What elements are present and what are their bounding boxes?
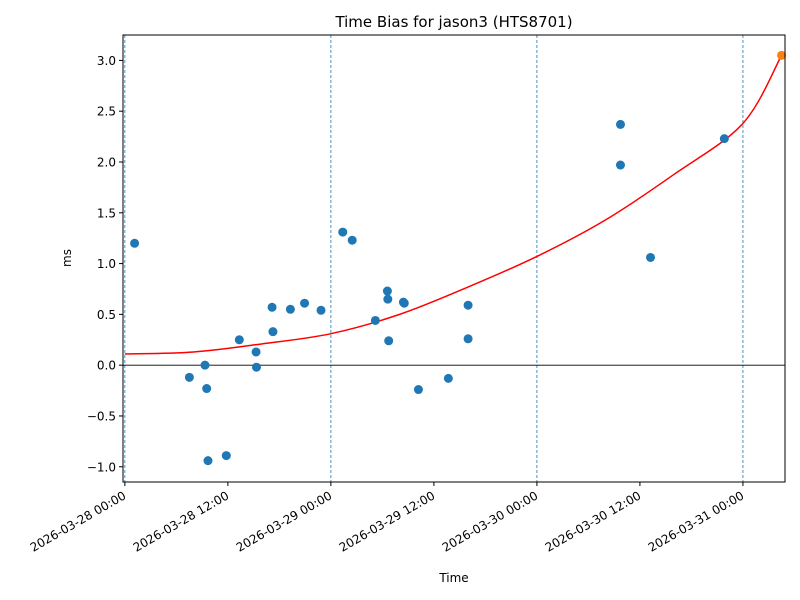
y-tick-label: 0.5 xyxy=(97,308,116,322)
data-point xyxy=(203,456,212,465)
y-tick-label: 3.0 xyxy=(97,54,116,68)
data-point xyxy=(400,299,409,308)
data-point xyxy=(200,361,209,370)
y-tick-label: 1.5 xyxy=(97,206,116,220)
data-point xyxy=(252,363,261,372)
y-tick-label: −1.0 xyxy=(87,460,116,474)
y-tick-label: 0.0 xyxy=(97,359,116,373)
data-point xyxy=(371,316,380,325)
data-point xyxy=(317,306,326,315)
data-point xyxy=(222,451,231,460)
y-axis-label: ms xyxy=(60,249,74,267)
y-tick-label: 2.5 xyxy=(97,105,116,119)
data-point xyxy=(720,134,729,143)
data-point xyxy=(384,336,393,345)
data-point xyxy=(300,299,309,308)
data-point xyxy=(202,384,211,393)
y-tick-label: 2.0 xyxy=(97,155,116,169)
data-point xyxy=(348,236,357,245)
chart-title: Time Bias for jason3 (HTS8701) xyxy=(334,13,572,31)
x-axis-label: Time xyxy=(438,571,468,585)
data-point xyxy=(464,301,473,310)
data-point xyxy=(383,295,392,304)
data-point xyxy=(383,287,392,296)
data-point xyxy=(414,385,423,394)
data-point xyxy=(130,239,139,248)
data-point xyxy=(268,303,277,312)
data-point xyxy=(646,253,655,262)
data-point xyxy=(185,373,194,382)
data-point xyxy=(338,228,347,237)
data-point xyxy=(268,327,277,336)
data-point xyxy=(616,120,625,129)
data-point xyxy=(235,335,244,344)
data-point xyxy=(286,305,295,314)
data-point xyxy=(444,374,453,383)
data-point xyxy=(616,161,625,170)
data-point xyxy=(252,347,261,356)
y-tick-label: 1.0 xyxy=(97,257,116,271)
y-tick-label: −0.5 xyxy=(87,409,116,423)
data-point xyxy=(464,334,473,343)
